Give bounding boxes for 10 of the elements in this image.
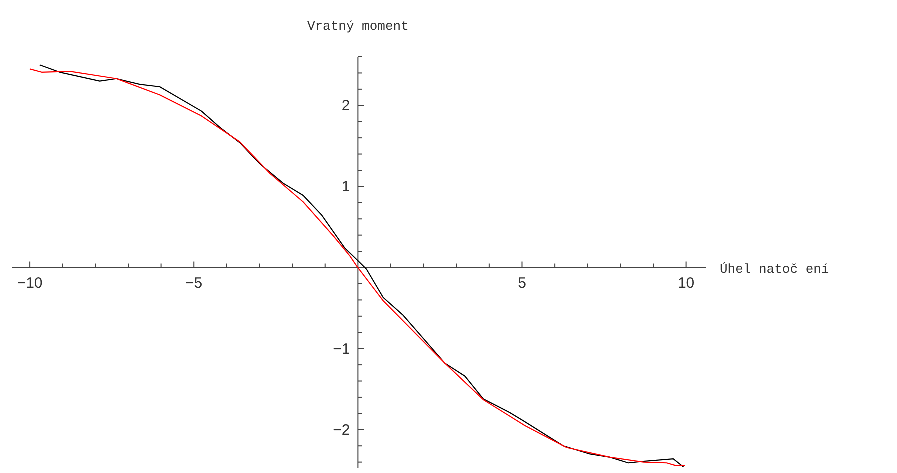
x-axis-title: Úhel natoč ení — [720, 262, 830, 277]
x-tick-label: 10 — [678, 274, 695, 292]
y-axis-title: Vratný moment — [307, 19, 409, 34]
x-tick-label: 5 — [518, 274, 526, 292]
y-tick-label: 1 — [342, 178, 350, 196]
y-tick-label: −2 — [333, 422, 350, 439]
y-tick-label: 2 — [342, 98, 350, 115]
x-tick-label: −5 — [186, 274, 203, 292]
y-tick-label: −1 — [333, 340, 350, 358]
x-tick-label: −10 — [17, 274, 43, 292]
